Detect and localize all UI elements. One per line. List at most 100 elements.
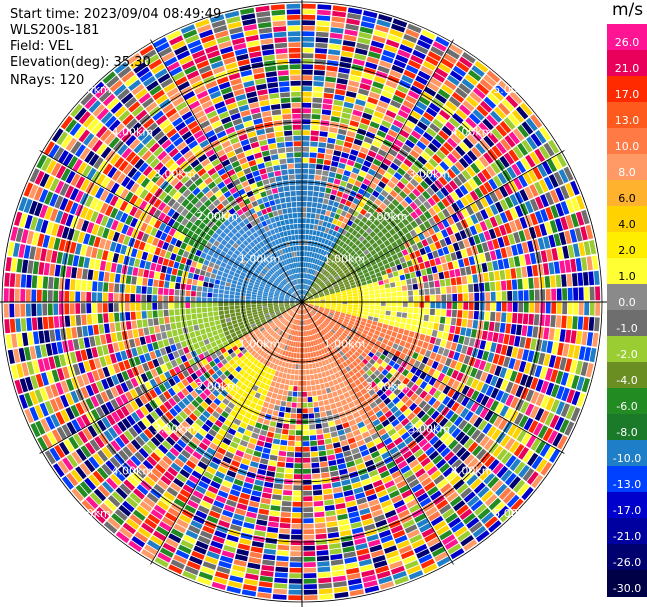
range-gate	[97, 281, 103, 292]
range-gate	[246, 244, 253, 250]
range-gate	[227, 274, 234, 280]
range-gate	[269, 255, 274, 261]
range-gate	[19, 378, 29, 393]
range-gate	[174, 289, 180, 296]
range-gate	[475, 432, 486, 444]
range-gate	[72, 363, 81, 376]
range-gate	[235, 308, 241, 313]
range-gate	[265, 127, 274, 134]
range-gate	[294, 325, 297, 331]
range-gate	[196, 262, 203, 270]
range-gate	[181, 198, 190, 208]
range-gate	[274, 382, 281, 389]
range-gate	[227, 348, 234, 355]
range-gate	[250, 56, 263, 64]
range-gate	[285, 259, 290, 265]
range-gate	[267, 319, 273, 324]
range-gate	[58, 441, 70, 456]
range-gate	[325, 443, 334, 450]
range-gate	[302, 337, 305, 342]
range-gate	[273, 297, 279, 300]
range-gate	[252, 67, 265, 75]
range-gate	[207, 311, 214, 317]
range-gate	[307, 336, 311, 342]
range-gate	[275, 290, 280, 294]
range-gate	[293, 324, 296, 330]
range-gate	[218, 298, 224, 302]
range-gate	[134, 337, 141, 347]
range-gate	[248, 347, 254, 354]
range-gate	[508, 335, 515, 346]
range-gate	[100, 129, 112, 142]
range-gate	[95, 125, 108, 139]
range-gate	[251, 304, 257, 308]
range-gate	[231, 220, 238, 227]
range-gate	[522, 349, 530, 361]
range-gate	[432, 424, 442, 435]
range-gate	[266, 166, 274, 173]
range-gate	[149, 158, 160, 169]
range-gate	[351, 447, 360, 455]
range-gate	[303, 325, 305, 331]
range-gate	[312, 317, 316, 322]
range-gate	[233, 513, 245, 521]
range-gate	[274, 170, 282, 177]
range-gate	[101, 481, 114, 494]
range-gate	[64, 291, 70, 302]
range-gate	[31, 275, 38, 289]
range-gate	[379, 354, 386, 361]
range-gate	[304, 336, 307, 342]
range-gate	[495, 343, 503, 354]
range-gate	[215, 339, 222, 345]
range-gate	[179, 55, 193, 65]
range-gate	[287, 31, 301, 37]
range-gate	[218, 111, 230, 120]
range-gate	[447, 455, 459, 466]
range-gate	[81, 373, 90, 386]
range-gate	[291, 202, 297, 207]
range-gate	[556, 302, 562, 314]
range-gate	[290, 335, 293, 341]
range-gate	[221, 424, 230, 432]
range-gate	[258, 325, 264, 330]
range-gate	[234, 259, 241, 266]
range-gate	[236, 315, 242, 320]
range-gate	[307, 185, 314, 191]
range-gate	[436, 363, 444, 372]
range-gate	[197, 461, 208, 470]
range-gate	[316, 164, 323, 170]
range-gate	[257, 306, 262, 310]
range-gate	[187, 499, 199, 509]
range-gate	[208, 428, 217, 437]
range-gate	[340, 325, 346, 330]
range-gate	[570, 330, 577, 344]
range-gate	[384, 315, 391, 320]
range-gate	[448, 350, 455, 359]
range-gate	[152, 37, 168, 48]
range-gate	[480, 452, 491, 464]
range-gate	[107, 364, 116, 376]
range-gate	[262, 302, 267, 305]
range-gate	[265, 326, 271, 331]
range-gate	[83, 132, 95, 146]
range-gate	[60, 380, 70, 394]
range-gate	[336, 303, 342, 306]
range-gate	[162, 215, 171, 224]
range-gate	[231, 369, 239, 377]
range-gate	[321, 315, 327, 319]
range-gate	[384, 423, 394, 432]
range-gate	[511, 347, 519, 358]
range-gate	[223, 219, 231, 227]
range-gate	[489, 363, 497, 375]
range-gate	[302, 185, 308, 191]
range-gate	[409, 402, 418, 412]
range-gate	[155, 366, 163, 375]
range-gate	[297, 297, 301, 301]
range-gate	[134, 397, 144, 408]
range-gate	[347, 306, 353, 310]
range-gate	[305, 331, 308, 336]
range-gate	[210, 480, 221, 489]
range-gate	[311, 385, 316, 391]
range-gate	[595, 302, 601, 316]
range-gate	[270, 322, 275, 327]
